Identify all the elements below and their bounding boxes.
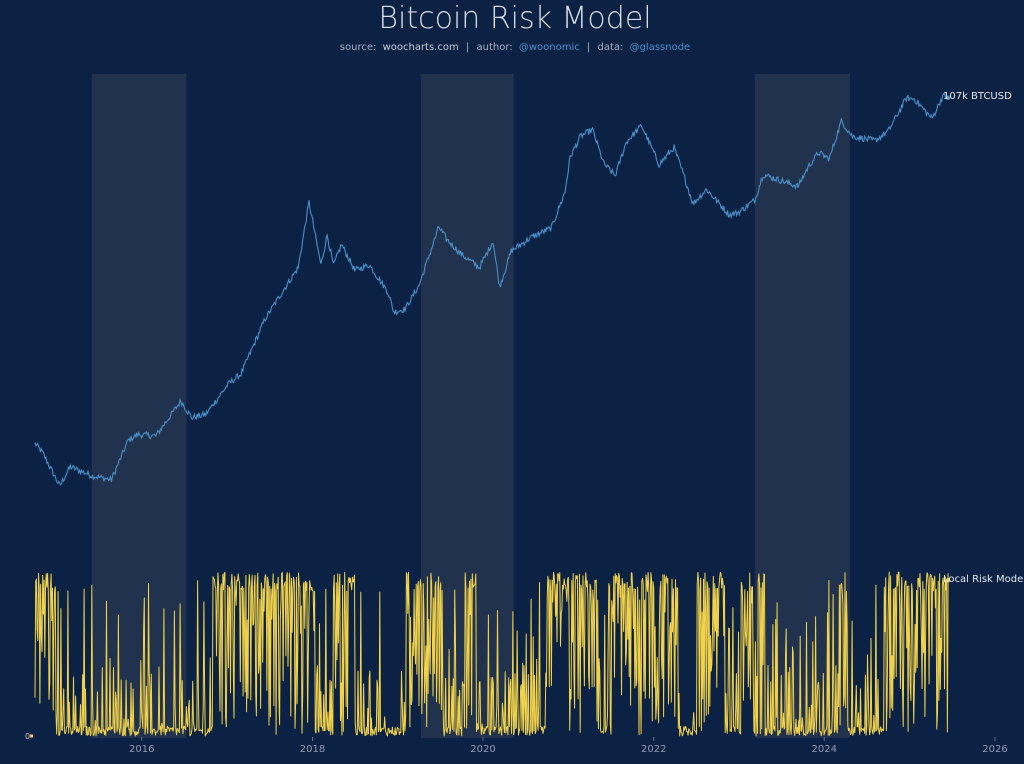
source-link[interactable]: woocharts.com — [383, 42, 459, 53]
chart-subtitle: source: woocharts.com | author: @woonomi… — [340, 42, 690, 53]
x-tick-label-2018: 2018 — [300, 744, 325, 755]
btcusd-end-marker — [946, 95, 951, 100]
author-link[interactable]: @woonomic — [519, 42, 580, 53]
x-tick-label-2022: 2022 — [641, 744, 666, 755]
shaded-bands — [91, 74, 850, 738]
chart-title: Bitcoin Risk Model — [378, 1, 651, 36]
risk-series — [30, 571, 951, 738]
data-label: data: — [597, 42, 623, 53]
risk-zero-label: 0 — [25, 732, 30, 741]
x-tick-label-2020: 2020 — [470, 744, 495, 755]
btcusd-line — [34, 92, 949, 486]
risk-end-label: Local Risk Model — [943, 574, 1024, 585]
separator: | — [466, 42, 469, 53]
shaded-band-1 — [91, 74, 187, 738]
x-tick-label-2016: 2016 — [129, 744, 154, 755]
author-label: author: — [476, 42, 512, 53]
shaded-band-3 — [754, 74, 850, 738]
data-link[interactable]: @glassnode — [630, 42, 691, 53]
x-axis: 2016 2018 2020 2022 2024 2026 — [129, 737, 1008, 755]
risk-zero-marker — [30, 734, 33, 738]
x-tick-label-2024: 2024 — [812, 744, 837, 755]
price-series — [34, 92, 951, 486]
local-risk-line — [34, 571, 949, 737]
price-end-label: 107k BTCUSD — [943, 91, 1012, 102]
x-tick-label-2026: 2026 — [982, 744, 1007, 755]
source-label: source: — [340, 42, 377, 53]
separator: | — [587, 42, 590, 53]
risk-end-marker — [945, 578, 951, 583]
